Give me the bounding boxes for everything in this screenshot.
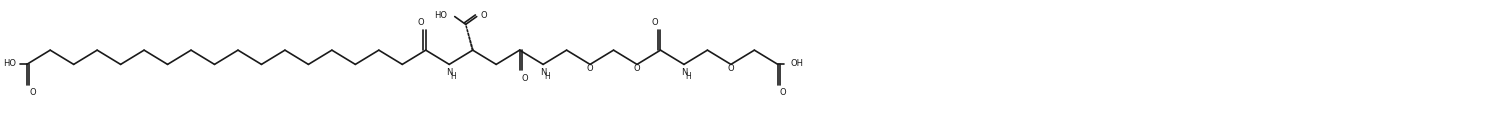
- Text: O: O: [727, 64, 735, 73]
- Text: OH: OH: [790, 59, 803, 68]
- Text: N: N: [539, 68, 547, 77]
- Text: N: N: [681, 68, 687, 77]
- Text: H: H: [450, 72, 456, 81]
- Text: O: O: [480, 11, 487, 20]
- Text: HO: HO: [3, 59, 16, 67]
- Text: HO: HO: [434, 11, 447, 20]
- Text: O: O: [779, 88, 787, 97]
- Text: O: O: [651, 18, 659, 27]
- Text: O: O: [30, 88, 36, 97]
- Text: H: H: [544, 72, 550, 81]
- Text: O: O: [522, 74, 529, 83]
- Text: O: O: [417, 18, 423, 27]
- Text: O: O: [587, 64, 593, 73]
- Text: N: N: [446, 68, 453, 77]
- Text: O: O: [633, 64, 641, 73]
- Text: H: H: [685, 72, 691, 81]
